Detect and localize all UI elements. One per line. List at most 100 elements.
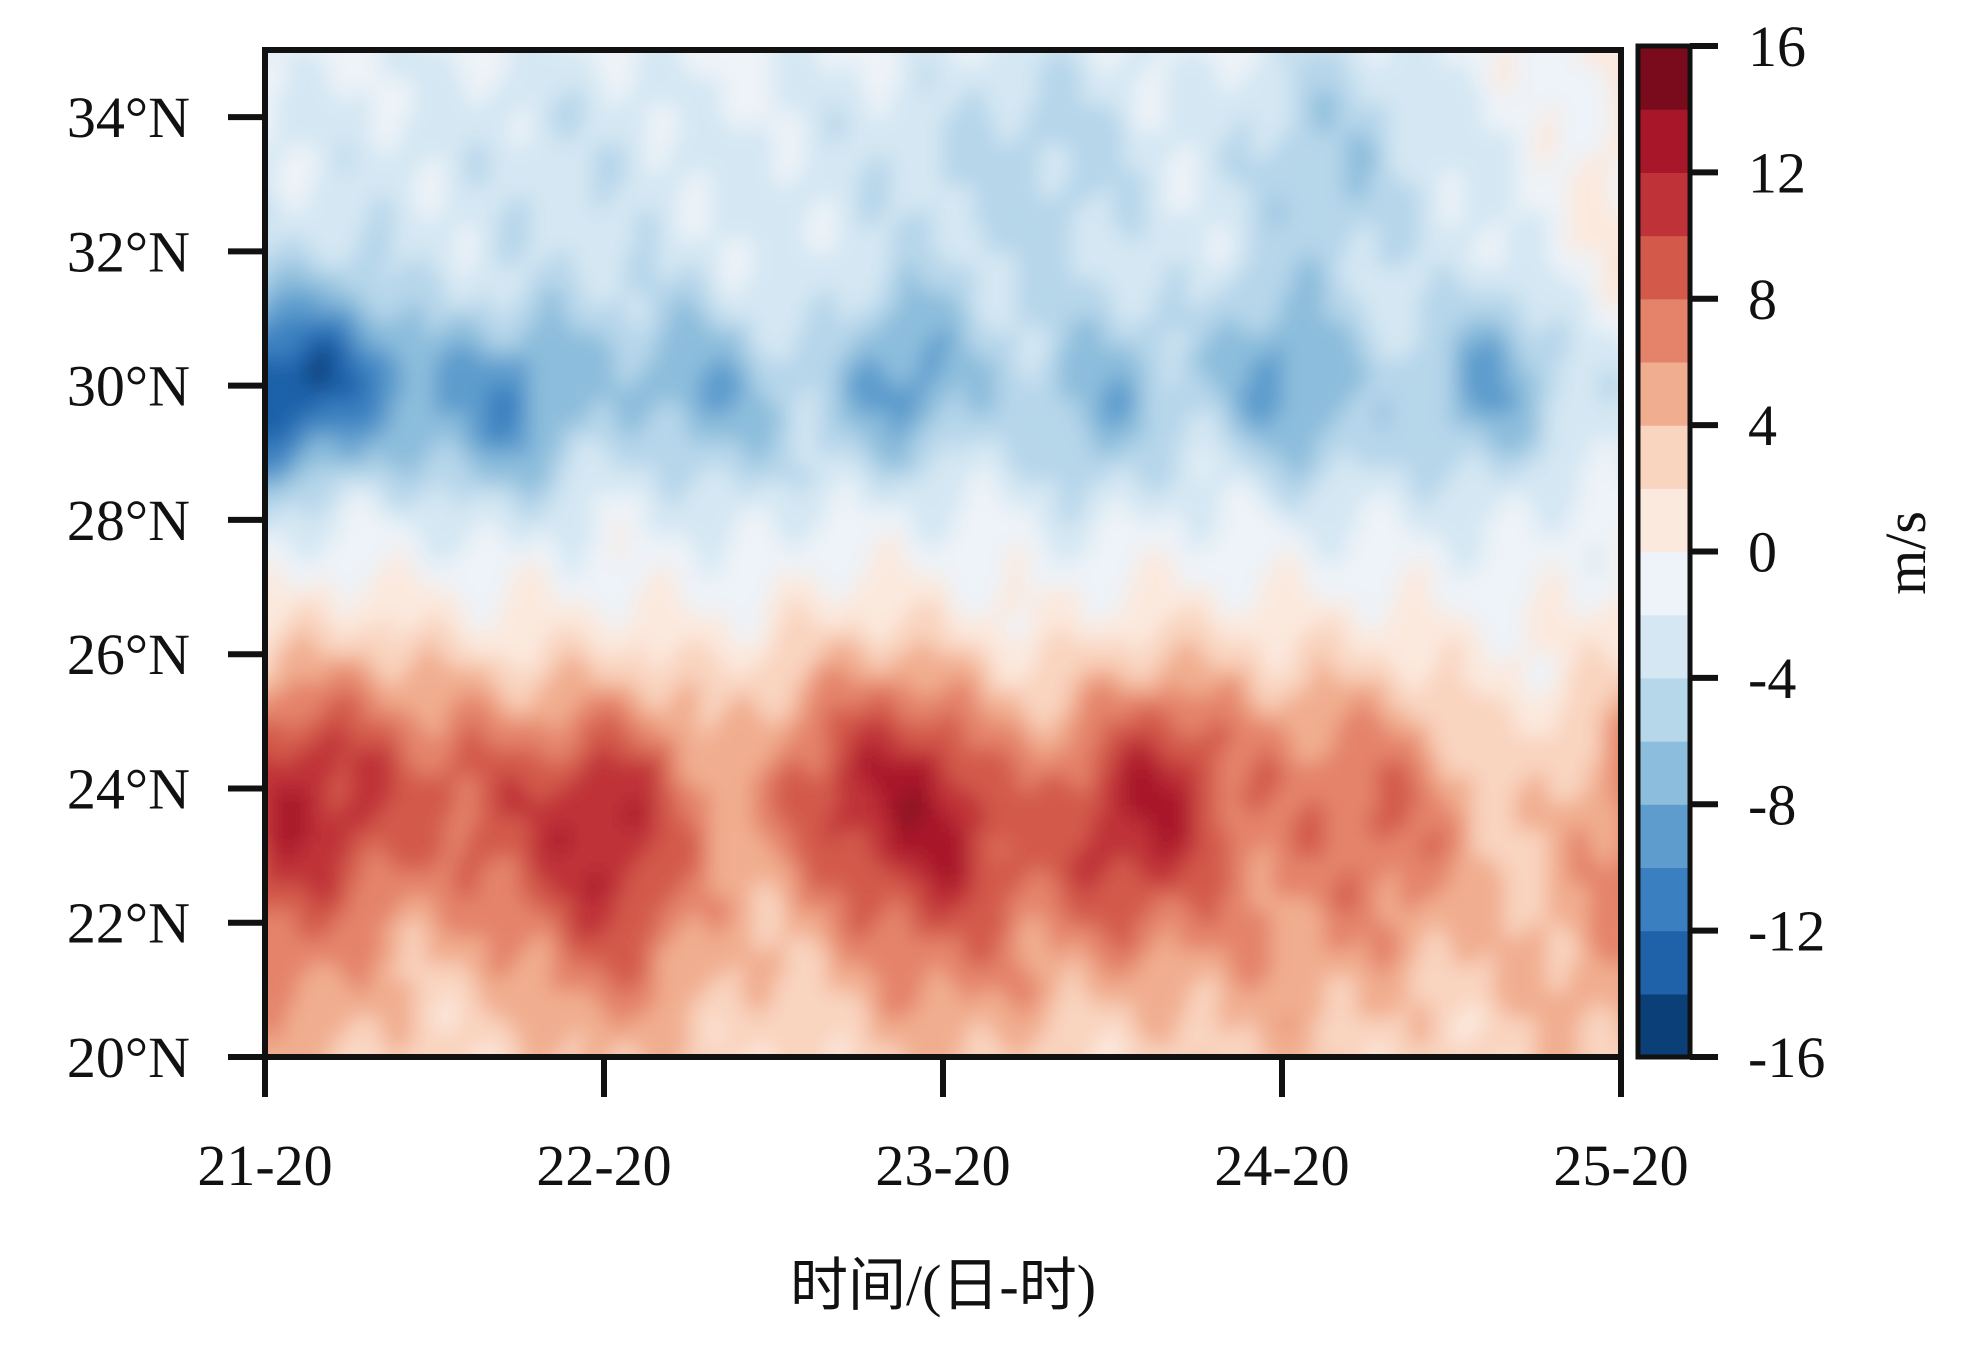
heatmap-cell xyxy=(826,828,838,843)
heatmap-cell xyxy=(487,963,499,978)
heatmap-cell xyxy=(423,103,436,118)
heatmap-cell xyxy=(551,63,563,78)
heatmap-cell xyxy=(265,587,277,602)
heatmap-cell xyxy=(911,1043,923,1057)
heatmap-cell xyxy=(805,479,817,494)
heatmap-cell xyxy=(646,90,658,105)
heatmap-cell xyxy=(667,117,679,132)
heatmap-cell xyxy=(784,1030,796,1045)
heatmap-cell xyxy=(434,828,446,843)
heatmap-cell xyxy=(858,640,870,655)
heatmap-cell xyxy=(773,425,785,441)
heatmap-cell xyxy=(646,734,658,749)
heatmap-cell xyxy=(858,882,870,897)
heatmap-cell xyxy=(699,1043,711,1057)
heatmap-cell xyxy=(296,211,309,226)
heatmap-cell xyxy=(307,130,319,145)
heatmap-cell xyxy=(339,654,351,669)
heatmap-cell xyxy=(519,117,531,132)
heatmap-cell xyxy=(275,627,287,642)
heatmap-cell xyxy=(487,50,499,65)
heatmap-cell xyxy=(805,519,817,535)
heatmap-cell xyxy=(741,761,754,776)
heatmap-cell xyxy=(561,842,574,857)
heatmap-cell xyxy=(879,895,891,911)
heatmap-cell xyxy=(551,237,563,253)
heatmap-cell xyxy=(360,170,372,186)
heatmap-cell xyxy=(667,519,679,535)
heatmap-cell xyxy=(487,117,499,132)
heatmap-cell xyxy=(593,667,605,682)
heatmap-cell xyxy=(540,882,552,897)
heatmap-cell xyxy=(476,681,489,696)
heatmap-cell xyxy=(593,600,605,615)
heatmap-cell xyxy=(604,23,615,37)
heatmap-cell xyxy=(423,788,436,803)
heatmap-cell xyxy=(286,1003,298,1018)
heatmap-cell xyxy=(635,775,648,790)
heatmap-cell xyxy=(498,170,510,186)
heatmap-cell xyxy=(244,225,255,239)
heatmap-cell xyxy=(551,855,563,870)
heatmap-cell xyxy=(635,224,648,239)
heatmap-cell xyxy=(540,976,552,991)
heatmap-cell xyxy=(487,331,499,347)
heatmap-cell xyxy=(815,345,828,360)
heatmap-cell xyxy=(699,707,711,723)
heatmap-cell xyxy=(699,1003,711,1018)
heatmap-cell xyxy=(317,869,330,884)
heatmap-cell xyxy=(317,291,330,306)
heatmap-cell xyxy=(625,560,637,575)
heatmap-cell xyxy=(296,587,309,602)
heatmap-cell xyxy=(244,439,255,453)
heatmap-cell xyxy=(413,1016,425,1031)
heatmap-cell xyxy=(837,681,849,696)
heatmap-cell xyxy=(339,842,351,857)
heatmap-cell xyxy=(244,37,255,51)
heatmap-cell xyxy=(466,922,478,937)
heatmap-cell xyxy=(815,922,828,937)
heatmap-cell xyxy=(837,801,849,817)
heatmap-cell xyxy=(381,479,393,494)
heatmap-cell xyxy=(837,305,849,320)
heatmap-cell xyxy=(307,936,319,951)
heatmap-cell xyxy=(731,157,743,172)
heatmap-cell xyxy=(434,976,446,991)
heatmap-cell xyxy=(392,694,404,709)
heatmap-cell xyxy=(879,1070,890,1084)
heatmap-cell xyxy=(752,224,764,239)
heatmap-cell xyxy=(551,654,563,669)
heatmap-cell xyxy=(678,506,690,521)
heatmap-cell xyxy=(392,788,404,803)
heatmap-cell xyxy=(688,681,701,696)
heatmap-cell xyxy=(466,909,478,924)
heatmap-cell xyxy=(720,734,732,749)
heatmap-cell xyxy=(604,707,616,723)
heatmap-cell xyxy=(699,345,711,360)
heatmap-cell xyxy=(699,318,711,333)
heatmap-cell xyxy=(593,103,605,118)
heatmap-cell xyxy=(784,170,796,186)
heatmap-cell xyxy=(646,117,658,132)
heatmap-cell xyxy=(529,466,542,481)
heatmap-cell xyxy=(773,533,785,548)
heatmap-cell xyxy=(752,882,764,897)
heatmap-cell xyxy=(784,331,796,347)
heatmap-cell xyxy=(529,318,542,333)
heatmap-cell xyxy=(328,345,340,360)
heatmap-cell xyxy=(572,922,584,937)
heatmap-cell xyxy=(688,895,701,911)
heatmap-cell xyxy=(826,801,838,817)
heatmap-cell xyxy=(413,949,425,964)
heatmap-cell xyxy=(868,399,881,414)
heatmap-cell xyxy=(720,963,732,978)
heatmap-cell xyxy=(890,278,902,293)
heatmap-cell xyxy=(572,372,584,387)
heatmap-cell xyxy=(720,479,732,494)
heatmap-cell xyxy=(656,775,669,790)
heatmap-cell xyxy=(286,506,298,521)
heatmap-cell xyxy=(784,788,796,803)
heatmap-cell xyxy=(466,506,478,521)
heatmap-cell xyxy=(656,143,669,159)
heatmap-cell xyxy=(349,63,362,78)
